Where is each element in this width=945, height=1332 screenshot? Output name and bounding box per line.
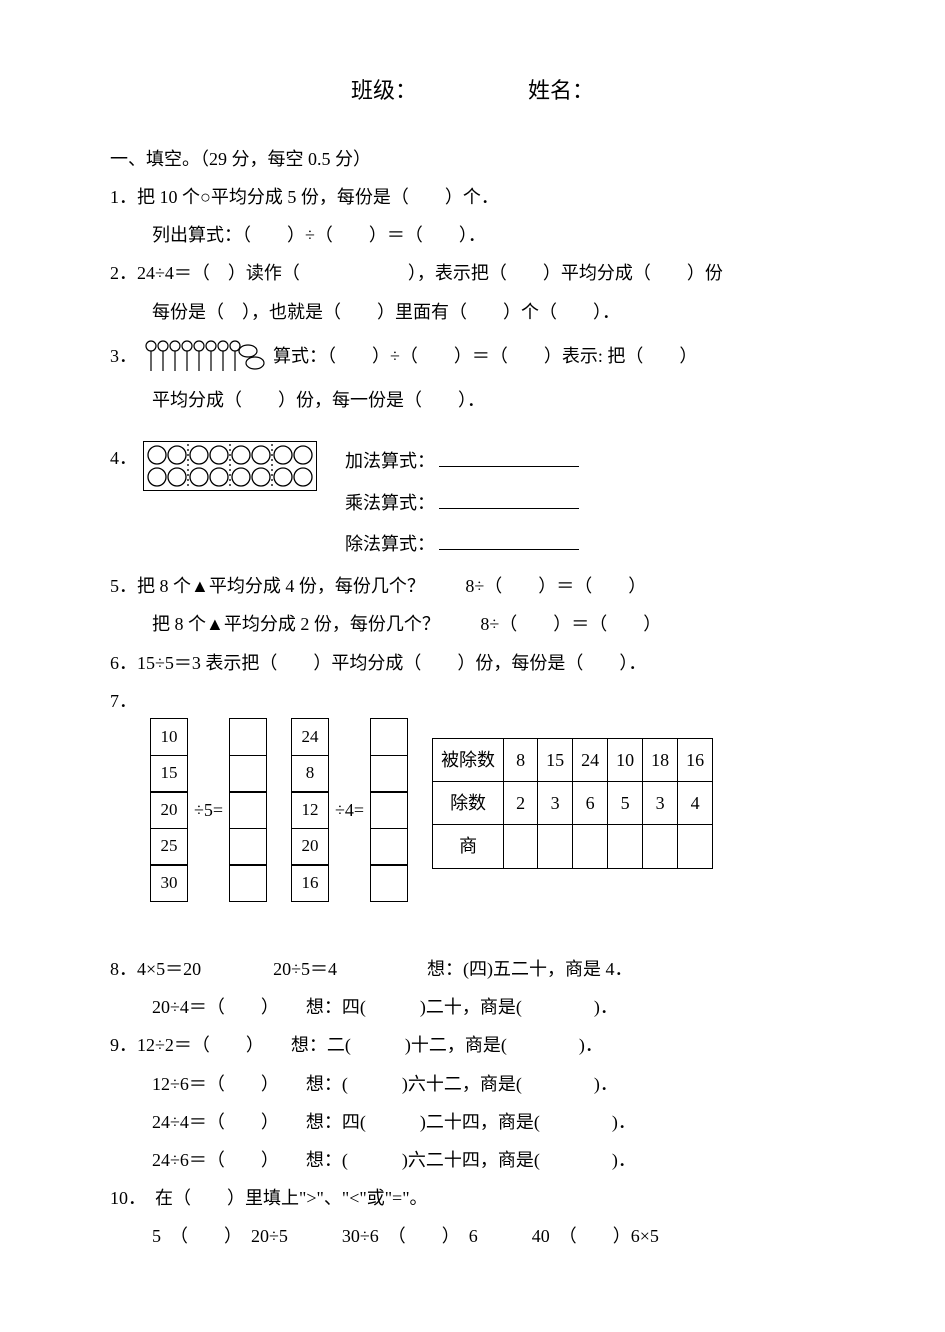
q7-s1-r-0[interactable] xyxy=(229,718,267,756)
question-2-line2: 每份是（ ），也就是（ ）里面有（ ）个（ ）． xyxy=(110,295,835,329)
q7-s2-r-4[interactable] xyxy=(370,864,408,902)
q7-s2-r-2[interactable] xyxy=(370,791,408,829)
q7-s1-l-4: 30 xyxy=(150,864,188,902)
q4-mul-label: 乘法算式： xyxy=(345,493,435,513)
q7-stack2-right xyxy=(370,718,408,902)
q7-r3-5[interactable] xyxy=(678,825,713,868)
page-header: 班级： 姓名： xyxy=(110,70,835,112)
q7-r2-5: 4 xyxy=(678,782,713,825)
q7-s1-r-2[interactable] xyxy=(229,791,267,829)
question-3: 3． 算式：（ ）÷（ ）＝（ ）表示: 把（ ） xyxy=(110,339,835,373)
q7-s1-r-1[interactable] xyxy=(229,755,267,793)
q7-stack-1: 10 15 20 25 30 ÷5= xyxy=(150,718,267,902)
q7-table-row-quotient: 商 xyxy=(433,825,713,868)
question-8-line2: 20÷4＝（ ） 想：四( )二十，商是( )． xyxy=(110,990,835,1024)
question-9-line2: 12÷6＝（ ） 想：( )六十二，商是( )． xyxy=(110,1067,835,1101)
q7-s1-r-4[interactable] xyxy=(229,864,267,902)
q4-add-label: 加法算式： xyxy=(345,451,435,471)
question-1-line1: 1．把 10 个○平均分成 5 份，每份是（ ）个． xyxy=(110,180,835,214)
class-label: 班级： xyxy=(351,70,417,112)
q7-table-row-dividend: 被除数 8 15 24 10 18 16 xyxy=(433,739,713,782)
q7-s2-l-1: 8 xyxy=(291,755,329,793)
q7-r3-3[interactable] xyxy=(608,825,643,868)
question-4-blanks: 加法算式： 乘法算式： 除法算式： xyxy=(345,441,579,565)
q7-s2-r-0[interactable] xyxy=(370,718,408,756)
q7-r1-3: 10 xyxy=(608,739,643,782)
circles-box-diagram xyxy=(143,441,317,491)
q7-r1-0: 8 xyxy=(504,739,538,782)
question-3-line2: 平均分成（ ）份，每一份是（ ）． xyxy=(110,383,835,417)
q7-r3-4[interactable] xyxy=(643,825,678,868)
q7-s2-l-4: 16 xyxy=(291,864,329,902)
q4-div-blank[interactable] xyxy=(439,528,579,550)
q7-r1-1: 15 xyxy=(538,739,573,782)
q4-add-blank[interactable] xyxy=(439,446,579,468)
q7-r2-1: 3 xyxy=(538,782,573,825)
question-6: 6．15÷5＝3 表示把（ ）平均分成（ ）份，每份是（ ）． xyxy=(110,646,835,680)
lollipop-diagram xyxy=(145,339,265,373)
q7-s2-l-2: 12 xyxy=(291,791,329,829)
q7-s2-r-3[interactable] xyxy=(370,828,408,866)
q7-s2-r-1[interactable] xyxy=(370,755,408,793)
q7-r1-2: 24 xyxy=(573,739,608,782)
q7-r2-2: 6 xyxy=(573,782,608,825)
q7-stack2-left: 24 8 12 20 16 xyxy=(291,718,329,902)
q7-r2-3: 5 xyxy=(608,782,643,825)
question-9-line4: 24÷6＝（ ） 想：( )六二十四，商是( )． xyxy=(110,1143,835,1177)
q7-stack1-right xyxy=(229,718,267,902)
question-9-line1: 9．12÷2＝（ ） 想：二( )十二，商是( )． xyxy=(110,1028,835,1062)
question-4-prefix: 4． xyxy=(110,441,137,475)
q7-stack1-op: ÷5= xyxy=(190,793,227,827)
q7-s2-l-0: 24 xyxy=(291,718,329,756)
q7-r1-5: 16 xyxy=(678,739,713,782)
q7-s1-l-3: 25 xyxy=(150,828,188,866)
q7-table: 被除数 8 15 24 10 18 16 除数 2 3 6 5 3 4 商 xyxy=(432,738,713,869)
q7-s1-l-1: 15 xyxy=(150,755,188,793)
question-5-line2: 把 8 个▲平均分成 2 份，每份几个？ 8÷（ ）＝（ ） xyxy=(110,607,835,641)
q7-s1-l-2: 20 xyxy=(150,791,188,829)
question-4: 4． xyxy=(110,441,835,565)
q7-table-row-divisor: 除数 2 3 6 5 3 4 xyxy=(433,782,713,825)
q7-stack1-left: 10 15 20 25 30 xyxy=(150,718,188,902)
q4-mul-blank[interactable] xyxy=(439,487,579,509)
question-1-line2: 列出算式：（ ）÷（ ）＝（ ）． xyxy=(110,218,835,252)
q7-r3-1[interactable] xyxy=(538,825,573,868)
q7-s2-l-3: 20 xyxy=(291,828,329,866)
q7-r2-0: 2 xyxy=(504,782,538,825)
q7-r2-label: 除数 xyxy=(433,782,504,825)
q7-r1-4: 18 xyxy=(643,739,678,782)
q7-r3-0[interactable] xyxy=(504,825,538,868)
q7-r2-4: 3 xyxy=(643,782,678,825)
question-7-body: 10 15 20 25 30 ÷5= 24 8 12 20 16 ÷4= xyxy=(110,718,835,902)
question-5-line1: 5．把 8 个▲平均分成 4 份，每份几个？ 8÷（ ）＝（ ） xyxy=(110,569,835,603)
q7-stack2-op: ÷4= xyxy=(331,793,368,827)
q7-s1-r-3[interactable] xyxy=(229,828,267,866)
q7-r3-label: 商 xyxy=(433,825,504,868)
q7-r3-2[interactable] xyxy=(573,825,608,868)
question-3-prefix: 3． xyxy=(110,339,137,373)
question-10-line2: 5 （ ） 20÷5 30÷6 （ ） 6 40 （ ）6×5 xyxy=(110,1219,835,1253)
q4-div-label: 除法算式： xyxy=(345,534,435,554)
q7-s1-l-0: 10 xyxy=(150,718,188,756)
question-7-prefix: 7． xyxy=(110,684,835,718)
q7-stack-2: 24 8 12 20 16 ÷4= xyxy=(291,718,408,902)
question-8-line1: 8．4×5＝20 20÷5＝4 想：(四)五二十，商是 4． xyxy=(110,952,835,986)
question-9-line3: 24÷4＝（ ） 想：四( )二十四，商是( )． xyxy=(110,1105,835,1139)
question-3-text: 算式：（ ）÷（ ）＝（ ）表示: 把（ ） xyxy=(273,339,697,373)
question-2-line1: 2．24÷4＝（ ）读作（ ），表示把（ ）平均分成（ ）份 xyxy=(110,256,835,290)
question-10-line1: 10． 在（ ）里填上">"、"<"或"="。 xyxy=(110,1181,835,1215)
section-1-title: 一、填空。（29 分，每空 0.5 分） xyxy=(110,142,835,176)
q7-r1-label: 被除数 xyxy=(433,739,504,782)
name-label: 姓名： xyxy=(528,70,594,112)
